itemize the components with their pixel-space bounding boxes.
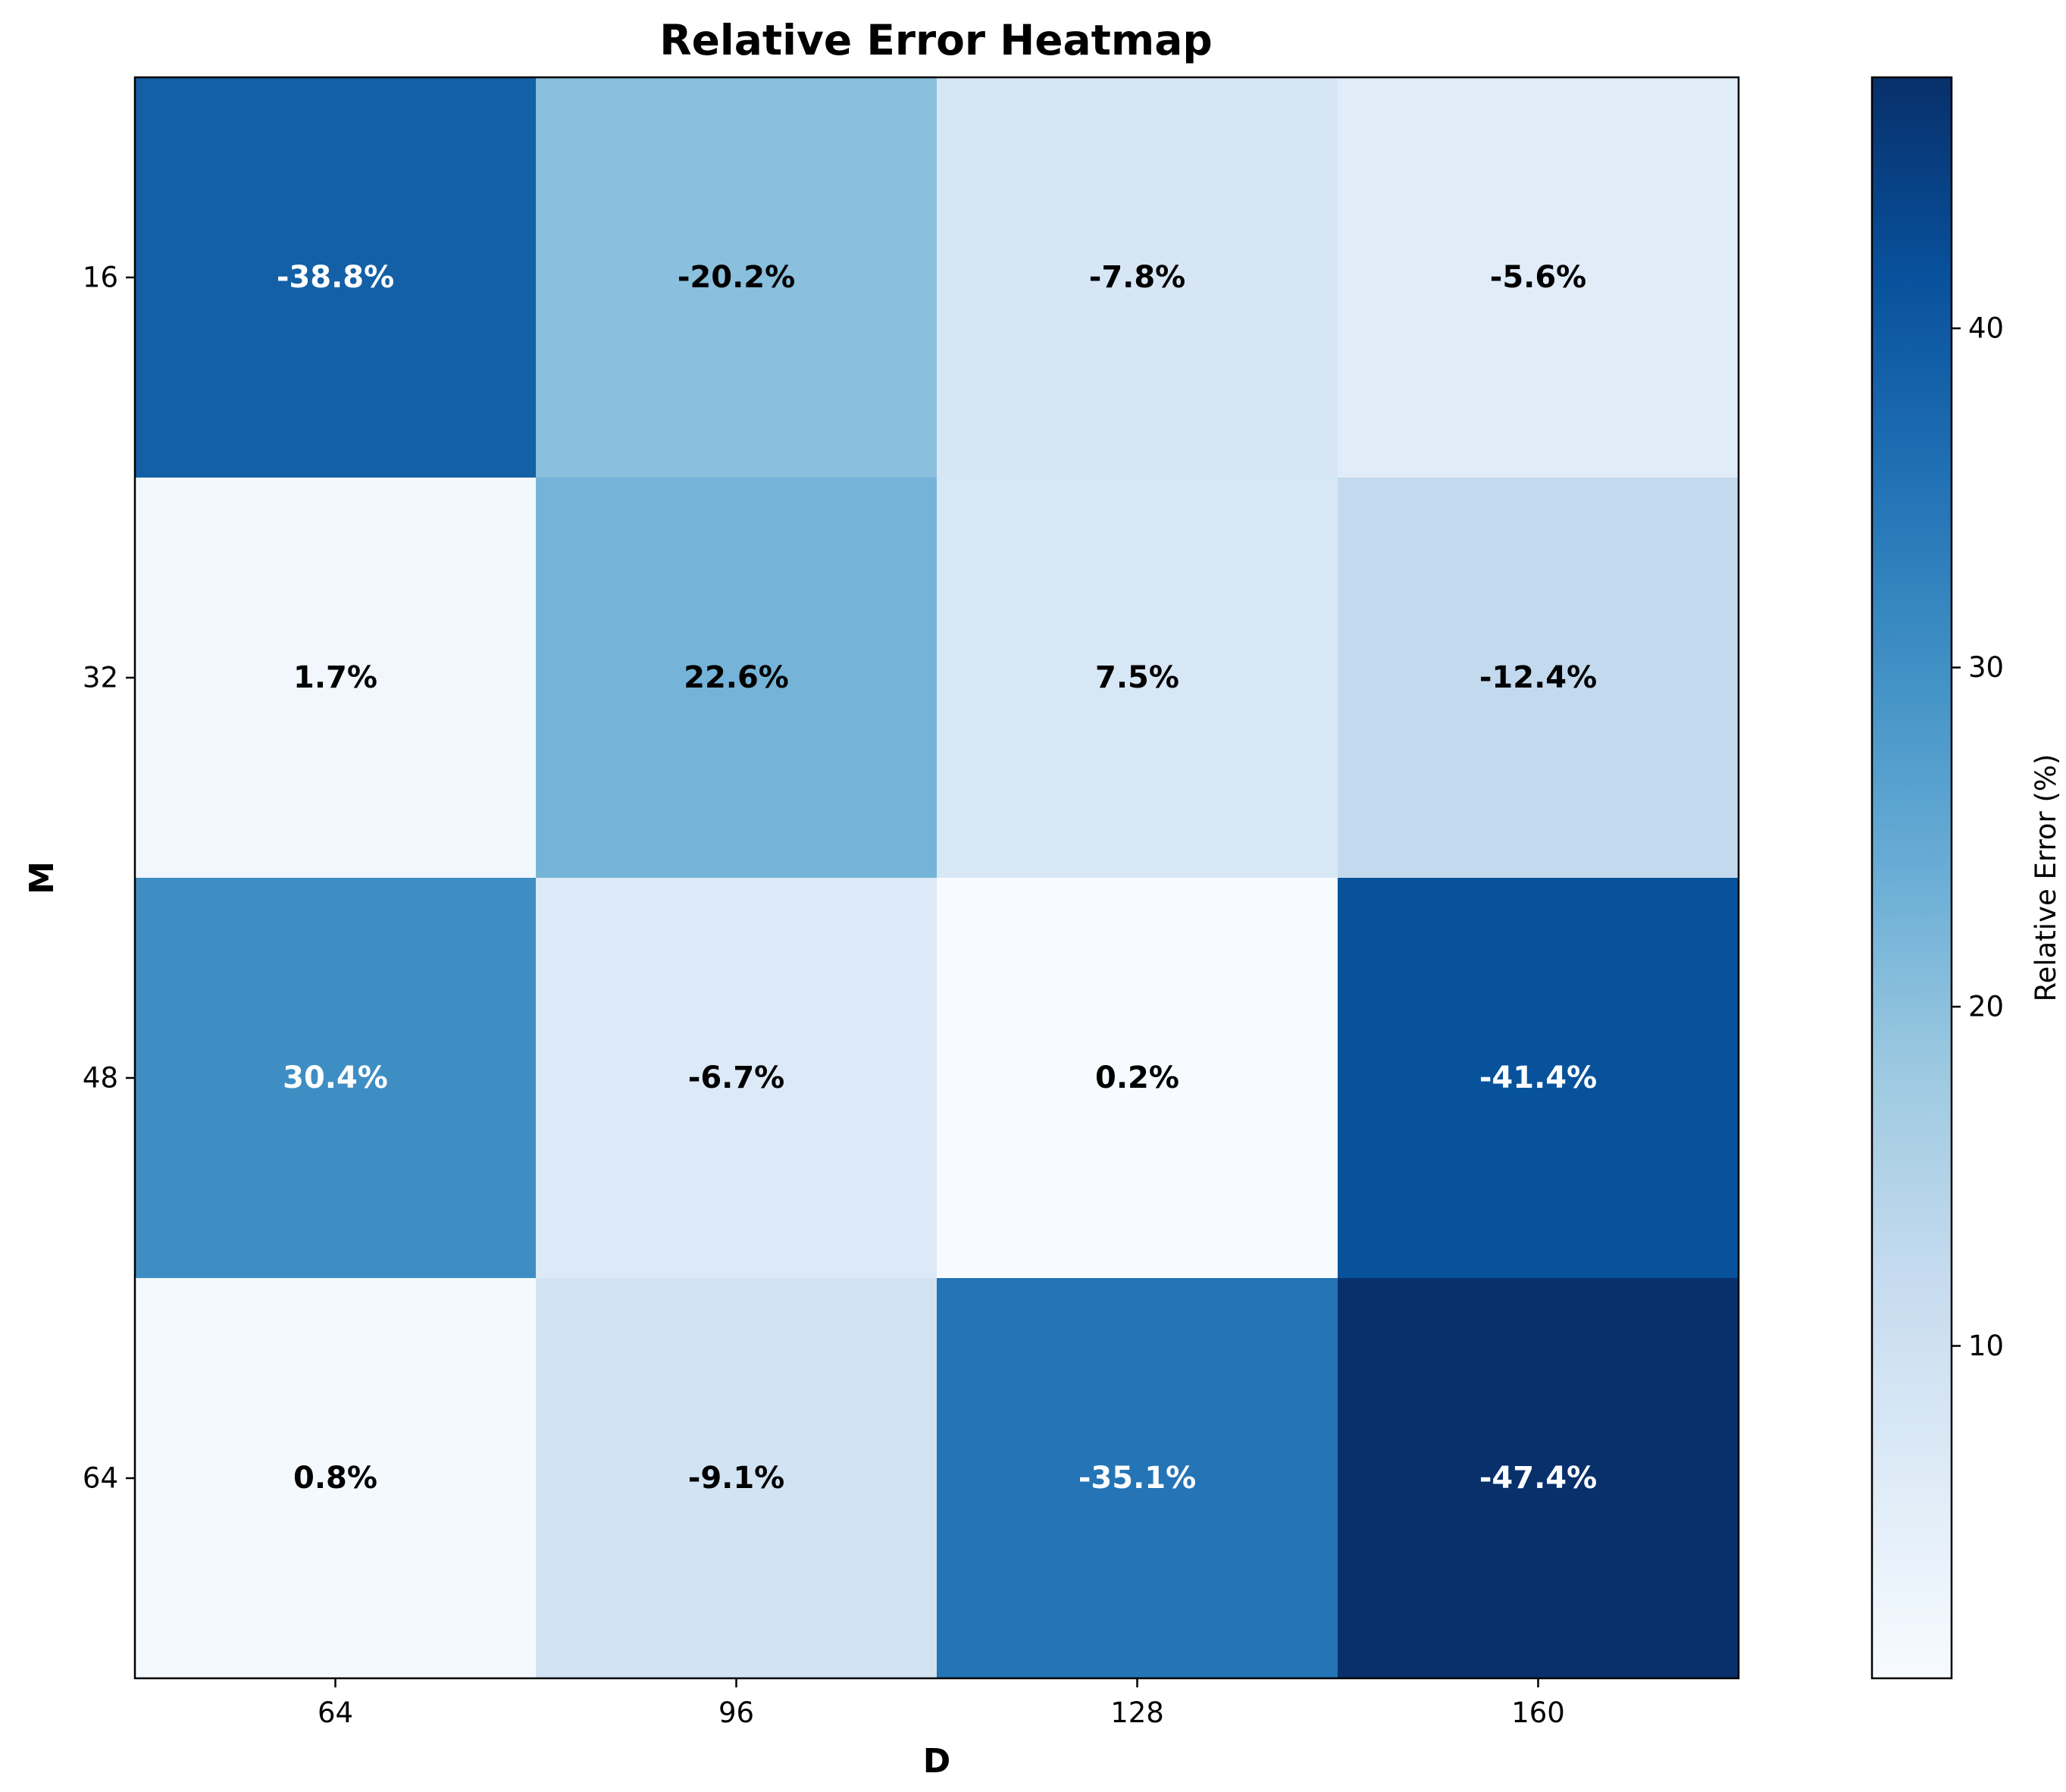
heatmap-cells [135,77,1739,1679]
heatmap-cell [135,478,537,879]
cell-value-label: -41.4% [1479,1060,1597,1095]
heatmap-cell [937,878,1338,1279]
heatmap-cell [1338,1278,1739,1679]
y-axis-ticks: 16 32 48 64 [83,262,135,1495]
x-tick-label: 128 [1110,1696,1164,1729]
cell-value-label: -35.1% [1078,1461,1196,1496]
x-tick-label: 96 [718,1696,754,1729]
heatmap-cell [135,1278,537,1679]
heatmap-cell [536,77,938,478]
cell-value-label: -6.7% [688,1060,785,1095]
plot-frame [133,76,1740,1680]
colorbar-tick-label: 20 [1968,991,2004,1023]
colorbar-tick-label: 10 [1968,1330,2004,1362]
heatmap-cell [937,478,1338,879]
y-axis-label: M [23,861,61,894]
cell-value-label: -12.4% [1479,660,1597,695]
cell-value-label: -7.8% [1089,260,1186,295]
heatmap-cell [937,77,1338,478]
x-tick-label: 64 [318,1696,353,1729]
heatmap-cell [135,77,537,478]
heatmap-cell [536,878,938,1279]
heatmap-cell [1338,878,1739,1279]
x-tick-label: 160 [1511,1696,1565,1729]
cell-value-label: -9.1% [688,1461,785,1496]
cell-value-label: 22.6% [684,660,789,695]
cell-value-label: 30.4% [283,1060,388,1095]
cell-value-label: -20.2% [678,260,795,295]
x-axis-label: D [923,1742,951,1781]
cell-value-label: -38.8% [277,260,394,295]
cell-value-label: 1.7% [293,660,377,695]
cell-value-label: 0.2% [1095,1060,1179,1095]
cell-value-label: 7.5% [1095,660,1179,695]
cell-value-label: -5.6% [1490,260,1587,295]
heatmap-cell [937,1278,1338,1679]
colorbar-label: Relative Error (%) [2030,754,2062,1002]
heatmap-cell-labels: -38.8% -20.2% -7.8% -5.6% 1.7% 22.6% 7.5% -12.4… [277,260,1597,1496]
y-tick-label: 64 [83,1462,118,1495]
colorbar [1870,76,1953,1680]
y-tick-label: 48 [83,1062,118,1095]
cell-value-label: 0.8% [293,1461,377,1496]
colorbar-ticks: 10 20 30 40 [1952,312,2004,1362]
heatmap-cell [1338,77,1739,478]
heatmap-cell [135,878,537,1279]
chart-title: Relative Error Heatmap [659,16,1212,64]
heatmap-cell [1338,478,1739,879]
cell-value-label: -47.4% [1479,1461,1597,1496]
heatmap-cell [536,1278,938,1679]
x-axis-ticks: 64 96 128 160 [318,1678,1565,1729]
colorbar-tick-label: 40 [1968,312,2004,345]
heatmap-cell [536,478,938,879]
y-tick-label: 16 [83,262,118,294]
y-tick-label: 32 [83,662,118,694]
colorbar-tick-label: 30 [1968,651,2004,684]
